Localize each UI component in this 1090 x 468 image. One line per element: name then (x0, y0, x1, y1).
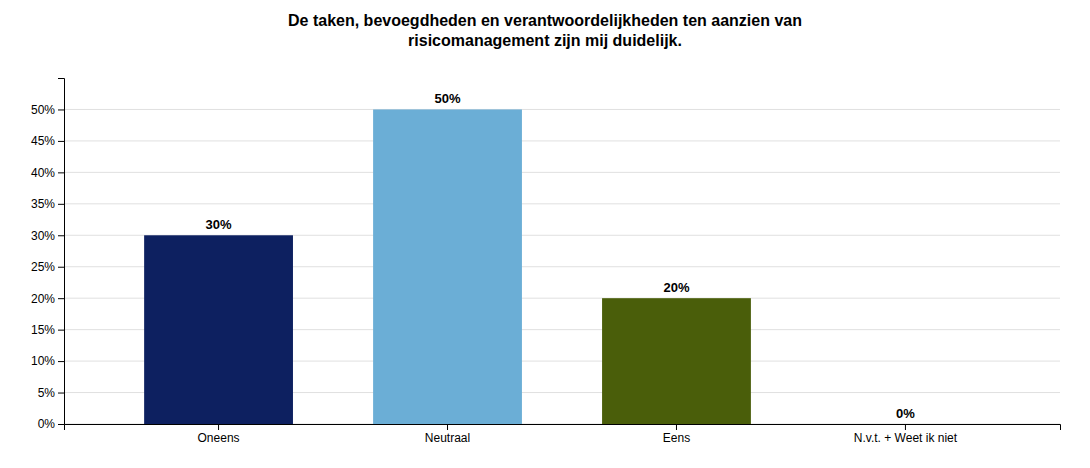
x-tick: Eens (663, 424, 690, 445)
plot-area: 0% 5% 10% 15% 20% 25% 30% 35% 40% 45% 50% Oneens Neu… (31, 79, 1061, 445)
y-tick: 40% (31, 166, 64, 180)
y-tick: 15% (31, 323, 64, 337)
data-label: 50% (435, 91, 461, 106)
grid-line (64, 172, 1060, 173)
y-tick-label: 25% (31, 260, 55, 274)
x-tick: Oneens (198, 424, 240, 445)
x-tick-mark (905, 424, 906, 430)
x-tick-mark (676, 424, 677, 430)
bar (144, 235, 293, 424)
y-axis: 0% 5% 10% 15% 20% 25% 30% 35% 40% 45% 50% (31, 79, 65, 432)
bar (373, 109, 522, 424)
grid (64, 109, 1060, 424)
x-tick-label: N.v.t. + Weet ik niet (854, 431, 958, 445)
x-tick-label: Eens (663, 431, 690, 445)
data-label: 0% (896, 406, 915, 421)
y-tick: 35% (31, 197, 64, 211)
y-tick-label: 40% (31, 166, 55, 180)
y-tick-label: 5% (38, 386, 56, 400)
y-tick-mark (58, 172, 64, 173)
x-axis: Oneens Neutraal Eens N.v.t. + Weet ik niet (65, 424, 1061, 445)
y-tick: 30% (31, 229, 64, 243)
y-tick-mark (58, 298, 64, 299)
data-label: 20% (663, 280, 689, 295)
y-tick: 45% (31, 134, 64, 148)
x-axis-line (65, 425, 1061, 431)
y-tick: 20% (31, 292, 64, 306)
data-labels: 30% 50% 20% 0% (206, 91, 916, 421)
x-tick: Neutraal (425, 424, 470, 445)
y-tick-label: 35% (31, 197, 55, 211)
y-axis-line (58, 79, 65, 425)
y-tick-label: 20% (31, 292, 55, 306)
chart-container: De taken, bevoegdheden en verantwoordeli… (0, 0, 1090, 468)
y-tick-mark (58, 109, 64, 110)
chart-title: De taken, bevoegdheden en verantwoordeli… (288, 12, 802, 49)
y-tick-mark (58, 330, 64, 331)
y-tick-mark (58, 235, 64, 236)
y-tick: 0% (38, 417, 64, 431)
bar (602, 298, 751, 424)
bar (831, 424, 980, 425)
y-tick-mark (58, 424, 64, 425)
y-tick-label: 0% (38, 417, 56, 431)
bars (144, 109, 751, 424)
y-tick-label: 30% (31, 229, 55, 243)
y-tick-mark (58, 267, 64, 268)
y-tick: 25% (31, 260, 64, 274)
x-tick-label: Neutraal (425, 431, 470, 445)
chart-svg: De taken, bevoegdheden en verantwoordeli… (0, 0, 1090, 468)
grid-line (64, 109, 1060, 110)
y-tick-mark (58, 361, 64, 362)
chart-title-line: risicomanagement zijn mij duidelijk. (408, 32, 682, 49)
y-tick: 10% (31, 354, 64, 368)
y-tick-mark (58, 204, 64, 205)
y-tick-mark (58, 393, 64, 394)
y-tick-label: 15% (31, 323, 55, 337)
x-tick: N.v.t. + Weet ik niet (854, 424, 958, 445)
y-tick: 50% (31, 103, 64, 117)
y-tick-label: 45% (31, 134, 55, 148)
grid-line (64, 203, 1060, 204)
chart-title-line: De taken, bevoegdheden en verantwoordeli… (288, 12, 802, 29)
y-tick: 5% (38, 386, 64, 400)
y-tick-mark (58, 141, 64, 142)
x-tick-label: Oneens (198, 431, 240, 445)
y-tick-label: 50% (31, 103, 55, 117)
data-label: 30% (206, 217, 232, 232)
grid-line (64, 140, 1060, 141)
y-tick-label: 10% (31, 354, 55, 368)
x-tick-mark (447, 424, 448, 430)
x-tick-mark (218, 424, 219, 430)
